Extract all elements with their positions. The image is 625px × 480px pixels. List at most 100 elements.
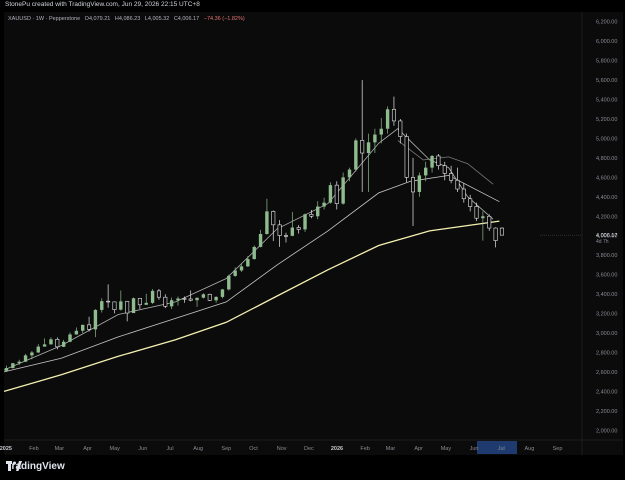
candle-body (156, 290, 161, 298)
time-tick-label: Oct (249, 446, 258, 452)
candle-body (290, 227, 295, 236)
price-tick-label: 4,800.00 (596, 156, 617, 162)
time-tick-label: Sep (221, 446, 231, 452)
symbol-legend: XAUUSD · 1W · Pepperstone O4,079.21 H4,0… (8, 16, 248, 22)
candle-body (131, 298, 136, 314)
candle-body (474, 206, 479, 219)
time-tick-label: Feb (360, 446, 369, 452)
price-tick-label: 6,000.00 (596, 39, 617, 45)
candle-body (106, 300, 111, 303)
time-axis[interactable]: 2025 Feb Mar Apr May Jun Jul Aug Sep Oct Nov Dec 202… (0, 446, 562, 452)
candle-body (493, 227, 498, 241)
legend-high: H4,086.23 (114, 16, 141, 22)
footer-bar (0, 455, 625, 480)
time-tick-label: Apr (83, 446, 92, 452)
candle-body (404, 136, 409, 178)
time-tick-label: May (441, 446, 452, 452)
candle-body (87, 324, 92, 330)
candle-body (265, 211, 269, 234)
candle-body (347, 169, 352, 178)
price-tick-label: 2,000.00 (596, 428, 617, 434)
price-tick-label: 3,600.00 (596, 273, 617, 279)
candle-body (227, 275, 231, 290)
candle-body (150, 290, 155, 303)
candle-body (42, 344, 47, 347)
candle-body (74, 330, 79, 335)
legend-low: L4,005.32 (144, 16, 170, 22)
candle-body (169, 300, 174, 307)
price-tick-label: 5,800.00 (596, 59, 617, 65)
candle-body (449, 173, 454, 181)
price-axis[interactable]: 6,200.00 6,000.00 5,800.00 5,600.00 5,400.00… (596, 20, 617, 435)
top-bar: StonePu created with TradingView.com, Ju… (0, 0, 625, 12)
candle-body (11, 363, 15, 369)
candle-body (487, 215, 492, 229)
price-tick-label: 4,400.00 (596, 195, 617, 201)
time-tick-label: Sep (553, 446, 563, 452)
candle-body (322, 202, 326, 207)
candle-body (246, 259, 250, 267)
price-tick-label: 4,600.00 (596, 175, 617, 181)
moving-average-short-line (3, 128, 494, 371)
price-tick-label: 3,200.00 (596, 312, 617, 318)
time-tick-label: Mar (386, 446, 396, 452)
price-tick-label: 2,800.00 (596, 350, 617, 356)
brand[interactable]: TradingView (6, 461, 65, 472)
price-tick-label: 5,000.00 (596, 136, 617, 142)
candle-body (309, 214, 314, 217)
time-axis-highlight (477, 441, 517, 454)
candle-body (424, 167, 428, 176)
candle-body (461, 188, 466, 200)
candle-body (258, 233, 263, 247)
candle-body (277, 224, 282, 236)
chart-panel[interactable] (4, 12, 623, 455)
candle-body (201, 294, 206, 298)
candle-body (468, 198, 473, 207)
candle-body (316, 206, 320, 217)
price-tick-label: 3,800.00 (596, 253, 617, 259)
candle-body (119, 301, 123, 310)
legend-symbol: XAUUSD · 1W · Pepperstone (8, 16, 81, 22)
candles (4, 80, 504, 372)
candle-body (214, 296, 218, 301)
legend-close: C4,006.17 (173, 16, 200, 22)
time-tick-label: 2025 (0, 446, 12, 452)
candle-body (81, 324, 85, 331)
candle-body (137, 297, 142, 306)
candle-body (252, 246, 256, 260)
time-tick-label: Dec (304, 446, 314, 452)
price-tick-label: 2,400.00 (596, 389, 617, 395)
candle-body (398, 120, 403, 137)
candle-body (125, 301, 130, 314)
moving-average-long-line (3, 220, 500, 393)
candle-body (182, 298, 187, 300)
time-tick-label: Aug (524, 446, 534, 452)
candle-body (4, 368, 9, 371)
candle-body (366, 142, 371, 154)
candle-body (334, 184, 339, 204)
time-tick-label: Jun (138, 446, 147, 452)
candle-body (61, 341, 66, 347)
tradingview-logo-icon (6, 461, 22, 471)
moving-average-faint-line (397, 140, 494, 185)
time-tick-label: Nov (277, 446, 287, 452)
candle-body (112, 301, 117, 310)
moving-averages (3, 128, 500, 393)
candle-body (436, 155, 441, 166)
candle-body (30, 352, 34, 356)
time-tick-label: Mar (55, 446, 65, 452)
candle-body (207, 293, 212, 301)
candle-body (233, 270, 237, 276)
candle-body (455, 179, 460, 190)
candle-body (328, 185, 333, 203)
price-tick-label: 6,200.00 (596, 20, 617, 26)
candle-body (385, 109, 390, 129)
candle-body (163, 296, 168, 307)
time-tick-label: May (110, 446, 121, 452)
candle-body (303, 214, 307, 230)
moving-average-mid-line (3, 174, 500, 373)
credit-text: StonePu created with TradingView.com, Ju… (5, 1, 200, 8)
candle-body (100, 301, 104, 310)
